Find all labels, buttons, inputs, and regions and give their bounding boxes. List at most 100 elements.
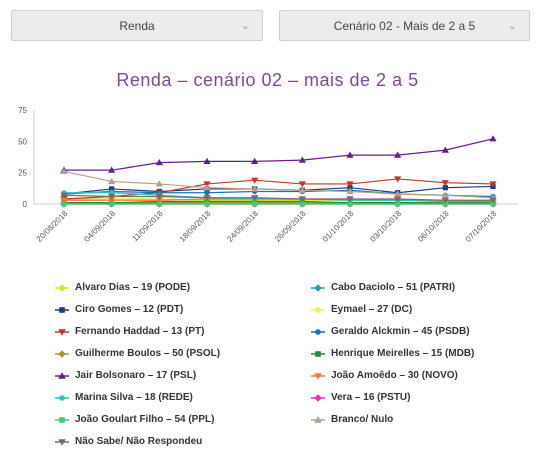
legend-symbol bbox=[55, 306, 69, 313]
legend-label: Fernando Haddad – 13 (PT) bbox=[75, 326, 205, 337]
x-tick-label: 11/09/2018 bbox=[130, 209, 165, 244]
legend-symbol bbox=[311, 393, 325, 402]
x-tick-label: 26/09/2018 bbox=[273, 209, 308, 244]
x-tick-label: 24/09/2018 bbox=[225, 209, 260, 244]
y-tick-label: 50 bbox=[18, 137, 27, 146]
data-point bbox=[489, 197, 497, 204]
data-point bbox=[441, 146, 449, 153]
data-point bbox=[251, 185, 259, 192]
data-point bbox=[298, 156, 306, 163]
legend-item[interactable]: Alvaro Dias – 19 (PODE) bbox=[55, 281, 190, 294]
scenario-select[interactable]: Cenário 02 - Mais de 2 a 5 ⌄ bbox=[279, 10, 530, 41]
data-point bbox=[203, 184, 211, 191]
data-point bbox=[156, 201, 162, 207]
data-point bbox=[108, 177, 116, 185]
data-point bbox=[155, 193, 163, 201]
data-point bbox=[394, 190, 402, 197]
legend-symbol bbox=[55, 328, 69, 336]
legend-symbol bbox=[311, 305, 325, 314]
series-line-13 bbox=[63, 170, 494, 199]
legend-label: Não Sabe/ Não Respondeu bbox=[75, 436, 203, 447]
data-point bbox=[204, 201, 210, 207]
data-point bbox=[60, 167, 68, 175]
legend-item[interactable]: Marina Silva – 18 (REDE) bbox=[55, 391, 193, 404]
data-point bbox=[441, 191, 449, 198]
legend-item[interactable]: Jair Bolsonaro – 17 (PSL) bbox=[55, 369, 196, 382]
legend-item[interactable]: Henrique Meirelles – 15 (MDB) bbox=[311, 347, 474, 360]
legend-symbol bbox=[311, 350, 325, 357]
series-line-4 bbox=[63, 178, 494, 200]
y-tick-label: 25 bbox=[18, 169, 27, 178]
x-tick-label: 18/09/2018 bbox=[178, 209, 213, 244]
data-point bbox=[251, 157, 259, 164]
data-point bbox=[298, 181, 306, 188]
data-point bbox=[60, 192, 68, 199]
series-line-8 bbox=[64, 138, 494, 171]
legend-item[interactable]: Fernando Haddad – 13 (PT) bbox=[55, 325, 204, 338]
data-point bbox=[346, 187, 354, 195]
legend-label: Cabo Daciolo – 51 (PATRI) bbox=[331, 282, 456, 293]
data-point bbox=[298, 196, 306, 203]
data-point bbox=[203, 195, 211, 202]
data-point bbox=[346, 196, 354, 203]
data-point bbox=[155, 159, 163, 166]
legend-symbol bbox=[311, 372, 325, 380]
chart-title: Renda – cenário 02 – mais de 2 a 5 bbox=[116, 70, 419, 90]
legend-symbol bbox=[55, 283, 69, 292]
legend-symbol bbox=[55, 371, 69, 379]
chevron-down-icon: ⌄ bbox=[240, 20, 250, 32]
data-point bbox=[252, 201, 258, 207]
legend-item[interactable]: Branco/ Nulo bbox=[311, 413, 393, 426]
legend-label: Henrique Meirelles – 15 (MDB) bbox=[331, 348, 475, 359]
legend-item[interactable]: Cabo Daciolo – 51 (PATRI) bbox=[311, 281, 455, 294]
legend-item[interactable]: Guilherme Boulos – 50 (PSOL) bbox=[55, 347, 220, 360]
data-point bbox=[347, 201, 353, 207]
legend-item[interactable]: João Goulart Filho – 54 (PPL) bbox=[55, 413, 214, 426]
legend-label: Branco/ Nulo bbox=[331, 414, 394, 425]
scenario-select-value: Cenário 02 - Mais de 2 a 5 bbox=[333, 18, 476, 33]
x-tick-label: 07/10/2018 bbox=[464, 209, 499, 244]
data-point bbox=[298, 186, 306, 193]
legend-label: João Goulart Filho – 54 (PPL) bbox=[75, 414, 215, 425]
data-point bbox=[395, 201, 401, 207]
data-point bbox=[108, 193, 116, 201]
legend-symbol bbox=[311, 283, 325, 292]
data-point bbox=[441, 197, 449, 204]
legend-item[interactable]: João Amoêdo – 30 (NOVO) bbox=[311, 369, 458, 382]
legend-label: João Amoêdo – 30 (NOVO) bbox=[331, 370, 458, 381]
legend-label: Jair Bolsonaro – 17 (PSL) bbox=[75, 370, 197, 381]
legend-item[interactable]: Vera – 16 (PSTU) bbox=[311, 391, 410, 404]
data-point bbox=[61, 201, 67, 207]
x-tick-label: 03/10/2018 bbox=[368, 209, 403, 244]
legend-symbol bbox=[311, 328, 325, 335]
legend-item[interactable]: Ciro Gomes – 12 (PDT) bbox=[55, 303, 183, 316]
data-point bbox=[346, 151, 354, 158]
data-point bbox=[203, 157, 211, 164]
data-point bbox=[489, 135, 497, 142]
data-point bbox=[109, 201, 115, 207]
data-point bbox=[251, 195, 259, 202]
data-point bbox=[394, 176, 402, 183]
data-point bbox=[442, 201, 448, 207]
data-point bbox=[346, 181, 354, 188]
legend-label: Marina Silva – 18 (REDE) bbox=[75, 392, 193, 403]
data-point bbox=[490, 201, 496, 207]
legend-symbol bbox=[55, 438, 69, 446]
legend-item[interactable]: Não Sabe/ Não Respondeu bbox=[55, 435, 202, 448]
legend-label: Guilherme Boulos – 50 (PSOL) bbox=[75, 348, 221, 359]
legend-symbol bbox=[55, 416, 69, 423]
chevron-down-icon: ⌄ bbox=[507, 20, 517, 32]
legend-item[interactable]: Eymael – 27 (DC) bbox=[311, 303, 412, 316]
series-line-10 bbox=[64, 192, 493, 203]
data-point bbox=[299, 201, 305, 207]
series-line-7 bbox=[64, 200, 493, 204]
legend-item[interactable]: Geraldo Alckmin – 45 (PSDB) bbox=[311, 325, 470, 338]
income-select-value: Renda bbox=[119, 18, 155, 33]
income-select[interactable]: Renda ⌄ bbox=[11, 10, 263, 41]
data-point bbox=[108, 166, 116, 173]
data-point bbox=[394, 151, 402, 158]
data-point bbox=[155, 180, 163, 187]
legend-label: Geraldo Alckmin – 45 (PSDB) bbox=[331, 326, 470, 337]
x-tick-label: 01/10/2018 bbox=[321, 209, 356, 244]
y-tick-label: 75 bbox=[18, 106, 27, 115]
